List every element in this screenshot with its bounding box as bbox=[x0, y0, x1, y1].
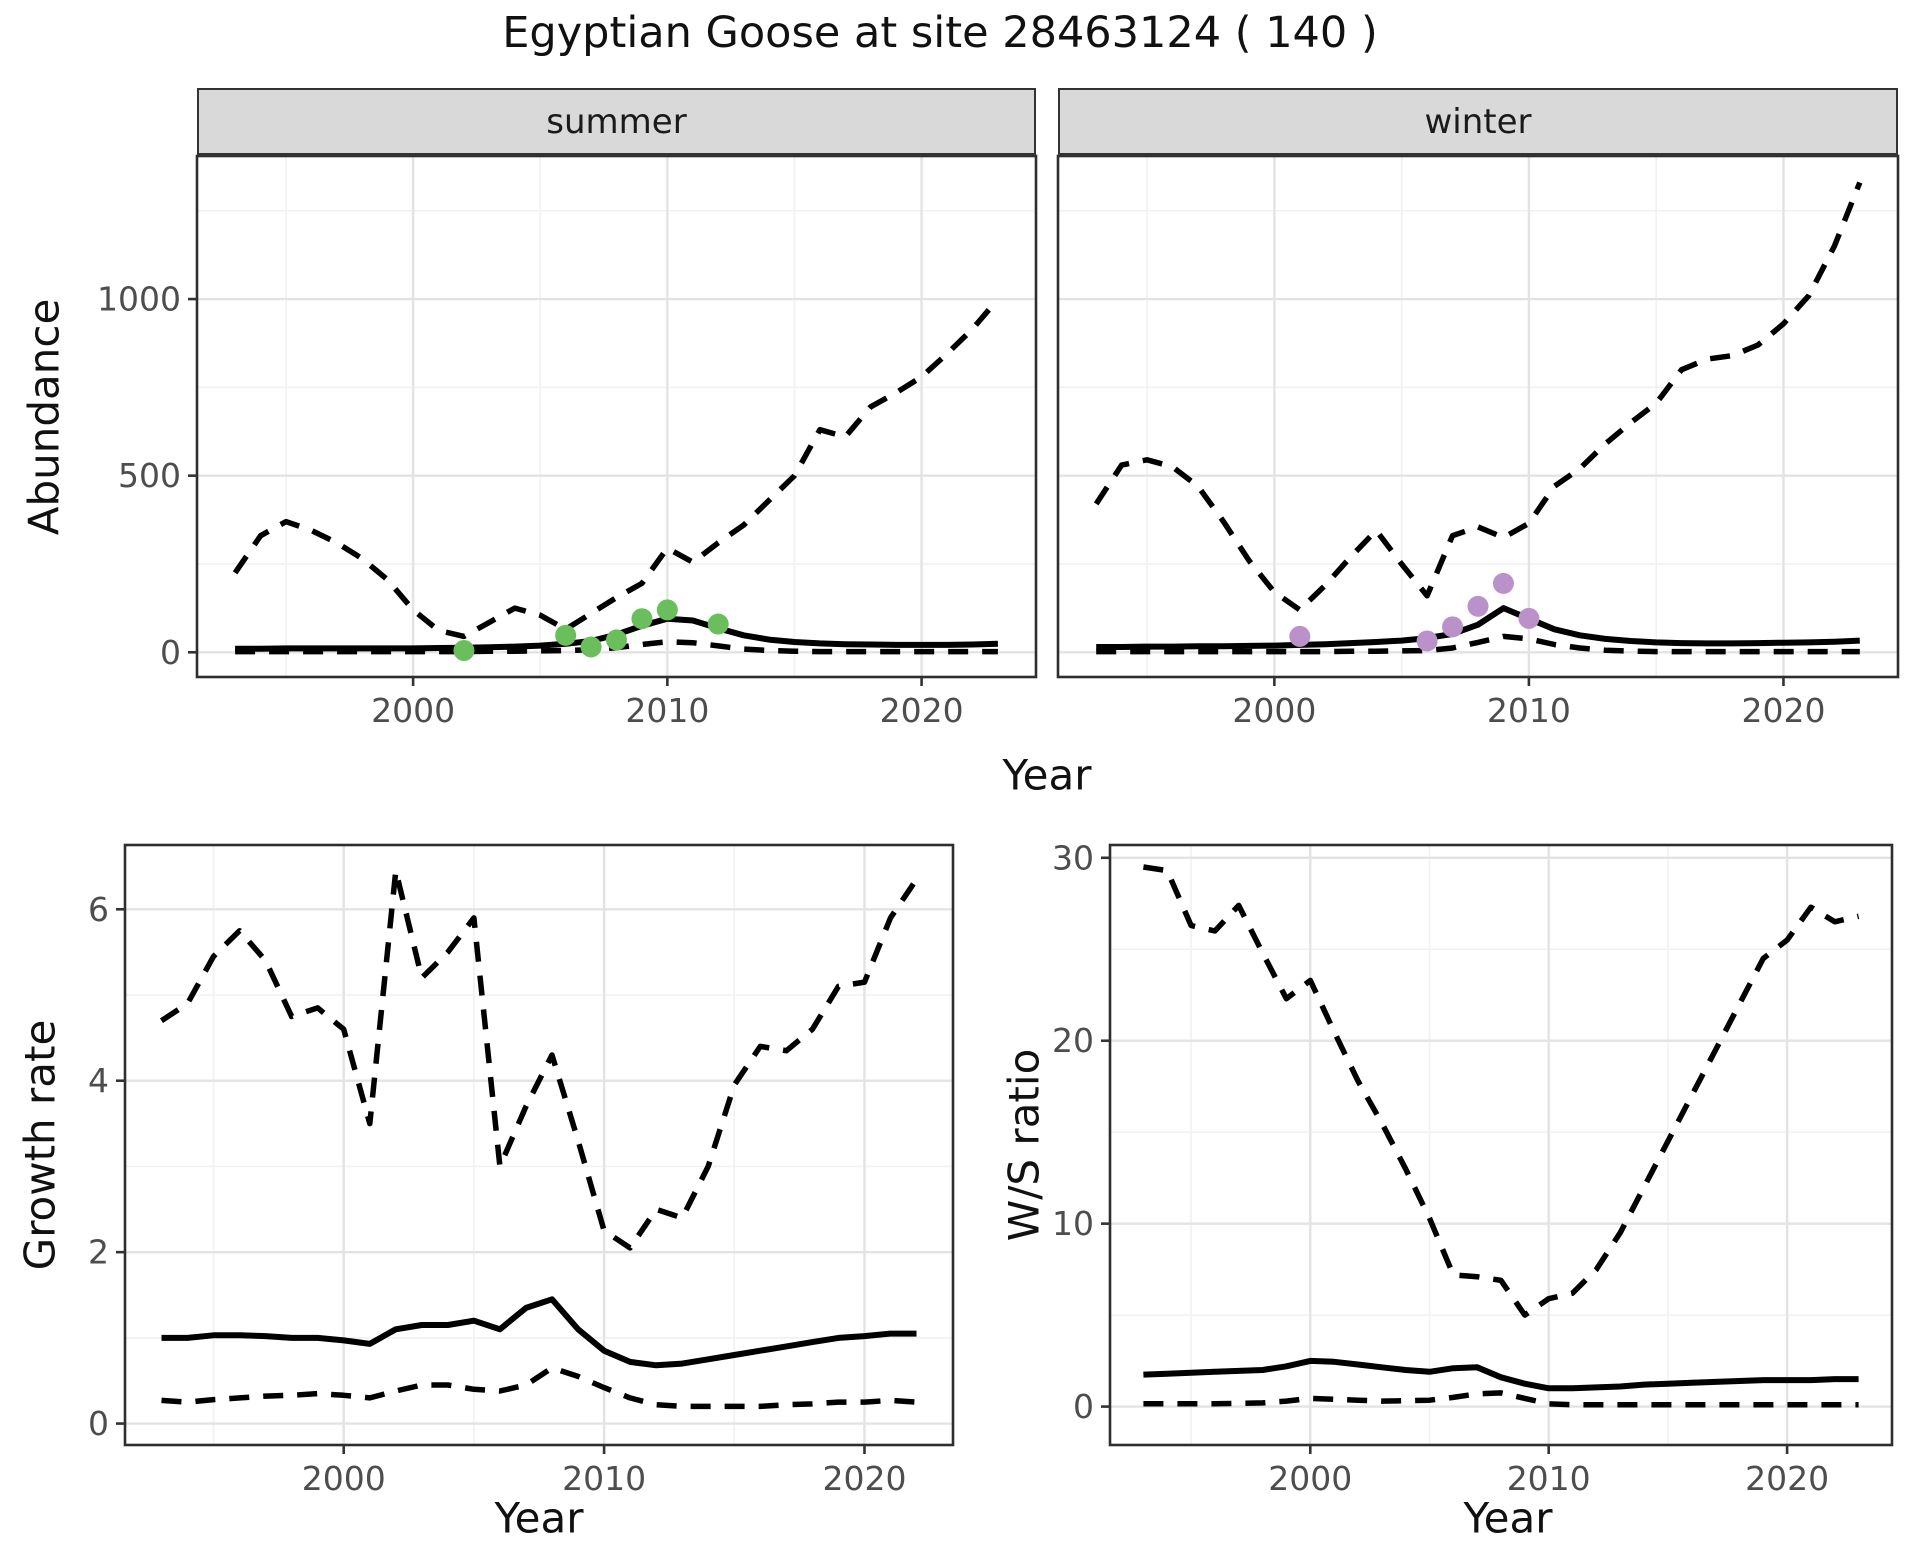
ws-ratio-fitted-line bbox=[1143, 1357, 1859, 1392]
abundance-winter-x-tick-label: 2010 bbox=[1487, 691, 1571, 730]
abundance-winter-x-tick-label: 2020 bbox=[1741, 691, 1825, 730]
abundance-winter-fitted-line bbox=[1096, 605, 1860, 650]
growth-rate-y-tick-label: 6 bbox=[88, 890, 109, 929]
abundance-winter-observed-point bbox=[1518, 607, 1540, 629]
growth-rate-upper_95ci-line bbox=[159, 867, 919, 1251]
abundance-summer-observed-point bbox=[453, 640, 475, 662]
abundance-summer-x-tick-label: 2000 bbox=[371, 691, 455, 730]
ws-ratio-y-tick-label: 20 bbox=[1052, 1021, 1094, 1060]
growth-rate-fitted-line bbox=[161, 1296, 917, 1369]
abundance-summer-x-tick-label: 2010 bbox=[625, 691, 709, 730]
facet-strip-winter-label: winter bbox=[1424, 101, 1532, 142]
facet-strip-summer-label: summer bbox=[546, 101, 687, 142]
abundance-winter-observed-point bbox=[1289, 625, 1311, 647]
abundance-winter-panel-border bbox=[1056, 154, 1900, 679]
growth-rate-x-tick-label: 2020 bbox=[822, 1459, 906, 1498]
abundance-winter-upper_95ci-line bbox=[1093, 181, 1863, 613]
abundance-summer-observed-point bbox=[656, 599, 678, 621]
growth-rate-x-tick-label: 2010 bbox=[562, 1459, 646, 1498]
growth-rate-x-tick-label: 2000 bbox=[302, 1459, 386, 1498]
growth-rate-y-tick-label: 0 bbox=[88, 1404, 109, 1443]
ws-ratio-x-tick-label: 2010 bbox=[1507, 1459, 1591, 1498]
abundance-summer-observed-point bbox=[631, 608, 653, 630]
y-axis-title-ws-ratio: W/S ratio bbox=[999, 1048, 1049, 1242]
ws-ratio-y-tick-label: 0 bbox=[1073, 1387, 1094, 1426]
ws-ratio-panel-border bbox=[1108, 843, 1894, 1447]
abundance-winter-observed-point bbox=[1467, 595, 1489, 617]
abundance-winter-observed-point bbox=[1492, 572, 1514, 594]
abundance-summer-y-tick-label: 0 bbox=[160, 633, 181, 672]
abundance-winter-x-tick-label: 2000 bbox=[1232, 691, 1316, 730]
growth-rate-panel-border bbox=[123, 843, 955, 1447]
plot-title: Egyptian Goose at site 28463124 ( 140 ) bbox=[502, 8, 1378, 58]
abundance-summer-x-tick-label: 2020 bbox=[880, 691, 964, 730]
facet-strip-winter: winter bbox=[1058, 88, 1898, 156]
x-axis-title-year-top: Year bbox=[1002, 750, 1092, 800]
facet-strip-summer: summer bbox=[197, 88, 1036, 156]
growth-rate-y-tick-label: 2 bbox=[88, 1233, 109, 1272]
abundance-summer-panel-border bbox=[195, 154, 1038, 679]
x-axis-title-year-bottom-right: Year bbox=[1463, 1493, 1553, 1543]
abundance-winter-observed-point bbox=[1442, 616, 1464, 638]
ws-ratio-y-tick-label: 30 bbox=[1052, 838, 1094, 877]
y-axis-title-growth-rate: Growth rate bbox=[15, 1019, 65, 1271]
abundance-summer-observed-point bbox=[555, 624, 577, 646]
abundance-summer-upper_95ci-line bbox=[232, 297, 1000, 640]
y-axis-title-abundance: Abundance bbox=[19, 298, 69, 536]
abundance-winter-lower_95ci-line bbox=[1096, 633, 1860, 655]
ws-ratio-y-tick-label: 10 bbox=[1052, 1204, 1094, 1243]
abundance-summer-y-tick-label: 1000 bbox=[97, 280, 181, 319]
growth-rate-y-tick-label: 4 bbox=[88, 1061, 109, 1100]
abundance-summer-observed-point bbox=[580, 636, 602, 658]
x-axis-title-year-bottom-left: Year bbox=[494, 1493, 584, 1543]
ws-ratio-upper_95ci-line bbox=[1142, 864, 1860, 1318]
ws-ratio-lower_95ci-line bbox=[1143, 1390, 1859, 1408]
abundance-summer-observed-point bbox=[606, 629, 627, 651]
ws-ratio-x-tick-label: 2000 bbox=[1268, 1459, 1352, 1498]
abundance-winter-observed-point bbox=[1416, 630, 1438, 652]
abundance-summer-y-tick-label: 500 bbox=[118, 456, 181, 495]
growth-rate-lower_95ci-line bbox=[161, 1365, 917, 1410]
ws-ratio-x-tick-label: 2020 bbox=[1745, 1459, 1829, 1498]
abundance-summer-observed-point bbox=[707, 613, 729, 635]
